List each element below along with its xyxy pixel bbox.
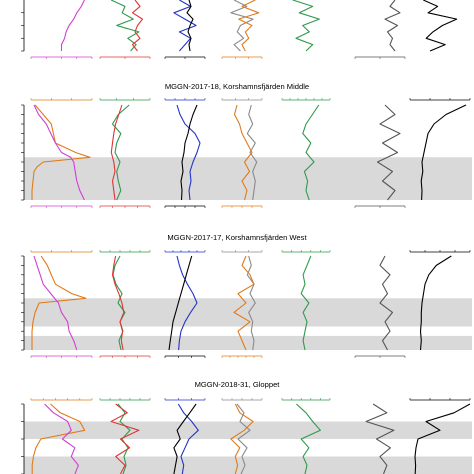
co-profile-line xyxy=(173,0,197,52)
depth-band xyxy=(24,421,472,439)
cs-profile-line xyxy=(31,403,86,474)
zn-profile-line xyxy=(168,255,193,351)
c-profile-line xyxy=(33,255,78,351)
co-profile-line xyxy=(177,403,199,474)
ni-profile-line xyxy=(111,255,125,351)
cd-profile-line xyxy=(238,0,260,52)
mn-profile-line xyxy=(423,0,458,52)
la-profile-line xyxy=(230,0,254,52)
co-profile-line xyxy=(176,255,198,351)
cd-profile-line xyxy=(230,403,254,474)
ni-profile-line xyxy=(131,0,144,52)
zn-profile-line xyxy=(180,104,198,201)
la-profile-line xyxy=(246,255,256,351)
panel-title: MGGN-2018-31, Gloppet xyxy=(195,380,281,389)
co-profile-line xyxy=(176,104,201,201)
ni-profile-line xyxy=(110,403,140,474)
panel-korshamnsfjarden-middle: MGGN-2017-18, Korshamnsfjärden Middle xyxy=(21,82,472,208)
mn-profile-line xyxy=(414,403,471,474)
al-profile-line xyxy=(379,255,394,351)
oc-profile-line xyxy=(117,403,131,474)
panel-korshamnsfjarden-west: MGGN-2017-17, Korshamnsfjärden West xyxy=(21,233,472,358)
ni-profile-line xyxy=(110,104,123,201)
cd-profile-line xyxy=(233,104,253,201)
depth-band xyxy=(24,456,472,474)
depth-band xyxy=(24,157,472,200)
la-profile-line xyxy=(246,104,258,201)
mn-profile-line xyxy=(420,104,467,201)
al-profile-line xyxy=(376,104,401,201)
cu-profile-line xyxy=(292,0,320,52)
panel-gloppet: MGGN-2018-31, Gloppet xyxy=(21,380,472,474)
zn-profile-line xyxy=(186,0,194,52)
oc-profile-line xyxy=(110,0,140,52)
c-profile-line xyxy=(44,403,79,474)
depth-band xyxy=(24,298,472,327)
oc-profile-line xyxy=(111,104,130,201)
la-profile-line xyxy=(236,403,251,474)
cu-profile-line xyxy=(300,255,312,351)
cs-profile-line xyxy=(31,104,91,200)
al-profile-line xyxy=(365,403,395,474)
c-profile-line xyxy=(33,104,85,201)
panel-title: MGGN-2017-18, Korshamnsfjärden Middle xyxy=(165,82,309,91)
cu-profile-line xyxy=(302,104,320,201)
panel-title: MGGN-2017-17, Korshamnsfjärden West xyxy=(167,233,307,242)
cd-profile-line xyxy=(233,255,255,351)
panel-top-partial xyxy=(21,0,458,59)
cs-profile-line xyxy=(31,255,87,350)
zn-profile-line xyxy=(173,403,197,474)
al-profile-line xyxy=(384,0,401,52)
cu-profile-line xyxy=(296,403,321,474)
depth-band xyxy=(24,335,472,350)
mn-profile-line xyxy=(419,255,452,351)
c-profile-line xyxy=(60,0,85,51)
